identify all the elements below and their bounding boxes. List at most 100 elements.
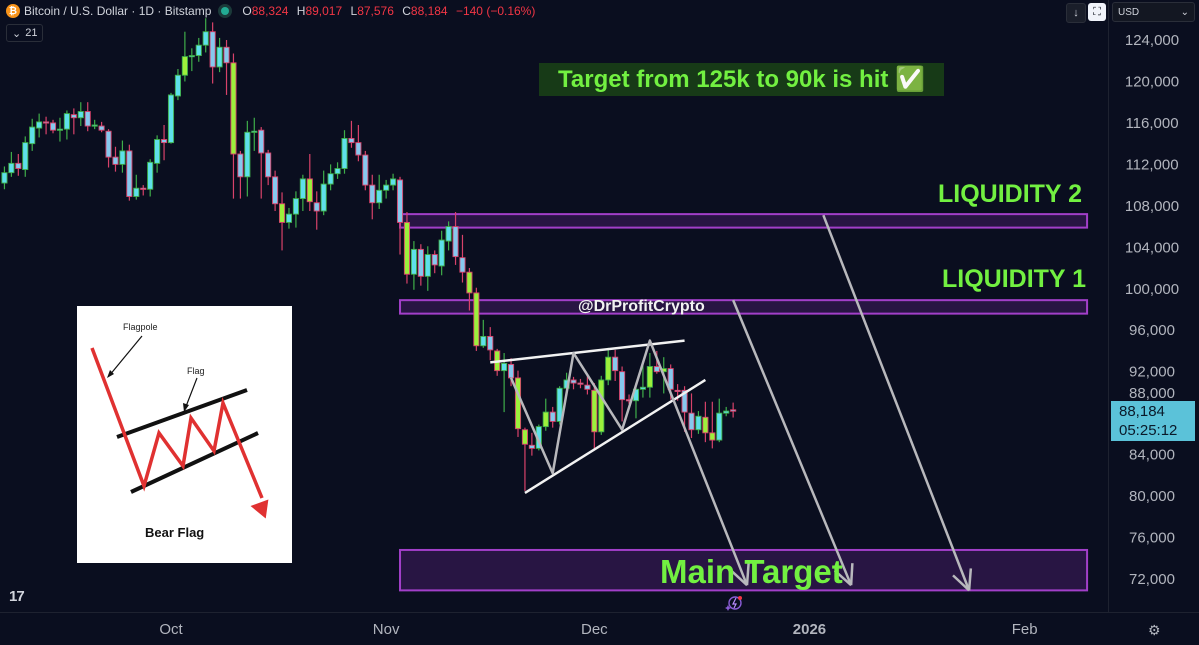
candle-body — [556, 387, 563, 422]
price-tick-label: 80,000 — [1129, 488, 1175, 505]
candle — [112, 146, 119, 172]
arrowhead-icon — [849, 563, 854, 586]
indicators-toggle[interactable]: ⌄ 21 — [6, 24, 44, 42]
price-tick-label: 100,000 — [1125, 281, 1179, 298]
candle-body — [403, 221, 411, 275]
candle-body — [299, 178, 306, 200]
candle-body — [334, 168, 341, 175]
candle-body — [355, 142, 362, 156]
flag-pointer — [184, 377, 198, 410]
arrowhead-icon — [952, 574, 970, 592]
candle — [695, 411, 702, 434]
candle-body — [223, 46, 230, 64]
candle — [167, 92, 175, 144]
candle — [362, 150, 369, 191]
candle — [528, 432, 535, 456]
price-tick-label: 124,000 — [1125, 32, 1179, 49]
candle — [202, 18, 209, 53]
candle — [646, 353, 653, 398]
candle — [334, 162, 341, 179]
trendline — [524, 378, 707, 495]
flag-lower-line — [130, 431, 259, 494]
candle-body — [646, 366, 653, 388]
change-value: −140 (−0.16%) — [455, 4, 536, 18]
candle-body — [688, 412, 695, 431]
candle — [320, 170, 327, 216]
candle — [299, 174, 306, 212]
arrowhead-icon — [745, 563, 750, 586]
candle — [577, 378, 584, 389]
candle — [84, 102, 91, 132]
chevron-down-icon: ⌄ — [12, 27, 22, 40]
zone-liquidity-1 — [399, 299, 1089, 315]
candle-body — [723, 410, 730, 414]
last-price-badge: 88,184 05:25:12 — [1111, 401, 1195, 441]
candle-body — [383, 184, 390, 191]
candle — [612, 349, 619, 382]
projection-path — [822, 214, 971, 591]
candle — [126, 144, 133, 201]
candle-body — [181, 56, 188, 76]
candle — [438, 230, 445, 276]
flagpole-label: Flagpole — [123, 322, 158, 332]
candle — [119, 140, 126, 173]
candle — [424, 246, 431, 291]
candle — [29, 118, 36, 151]
candle — [140, 185, 147, 196]
settings-icon[interactable]: ⚙ — [1148, 622, 1161, 638]
scroll-to-latest-button[interactable]: ↓ — [1066, 3, 1086, 23]
candle — [272, 170, 279, 212]
candle — [723, 406, 730, 417]
candle — [70, 108, 77, 135]
candle — [244, 120, 251, 197]
flag-label: Flag — [187, 366, 205, 376]
candle-body — [167, 94, 175, 144]
price-tick-label: 116,000 — [1125, 115, 1178, 132]
candle — [98, 121, 105, 133]
low-value: 87,576 — [357, 4, 394, 18]
candle-body — [438, 239, 445, 267]
candle-body — [147, 161, 154, 190]
candle — [396, 176, 404, 255]
candle — [36, 113, 43, 138]
currency-select[interactable]: USD ⌄ — [1112, 2, 1195, 22]
price-path — [90, 347, 264, 499]
chevron-down-icon: ⌄ — [1180, 6, 1189, 18]
candle-body — [43, 121, 50, 124]
candle-body — [126, 150, 133, 197]
candle-body — [459, 257, 466, 273]
price-tick-label: 96,000 — [1129, 322, 1175, 339]
candle — [431, 250, 438, 274]
arrowhead-icon — [729, 569, 748, 587]
candle-body — [105, 130, 112, 158]
candle-body — [480, 335, 487, 347]
candle-body — [320, 183, 327, 212]
candle — [514, 370, 522, 437]
price-axis-divider — [1108, 0, 1109, 612]
candle — [487, 327, 494, 361]
candle — [223, 40, 230, 95]
tradingview-logo[interactable]: 17 — [9, 588, 25, 605]
price-tick-label: 92,000 — [1129, 364, 1175, 381]
candle — [445, 221, 452, 251]
candle-body — [29, 126, 36, 145]
symbol-title[interactable]: Bitcoin / U.S. Dollar · 1D · Bitstamp — [24, 4, 212, 18]
candle — [549, 406, 556, 428]
candle — [147, 159, 154, 197]
sparkle-icon[interactable] — [724, 594, 744, 612]
auto-fit-button[interactable]: ⛶ — [1088, 3, 1106, 21]
candle — [390, 173, 397, 191]
candle-body — [376, 189, 383, 204]
candle-body — [577, 382, 584, 385]
time-tick-label: Nov — [373, 621, 400, 638]
candle — [376, 174, 383, 209]
candle — [105, 129, 112, 168]
candle-body — [695, 415, 702, 431]
candle-body — [508, 363, 515, 379]
market-status-icon — [221, 7, 230, 15]
candle-body — [674, 389, 681, 392]
liquidity1-label: LIQUIDITY 1 — [942, 265, 1087, 293]
candle — [452, 212, 459, 265]
time-tick-label: 2026 — [793, 621, 826, 638]
